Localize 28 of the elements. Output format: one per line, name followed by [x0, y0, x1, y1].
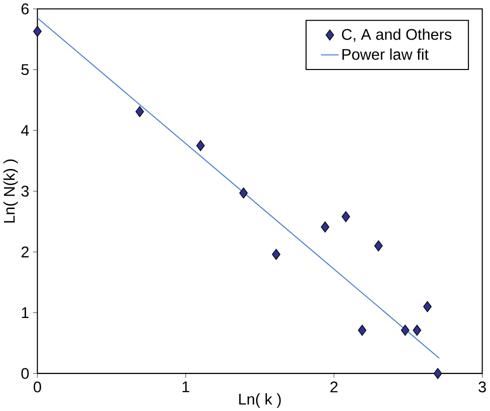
y-tick-label: 0	[21, 368, 29, 379]
x-tick-label: 3	[478, 381, 486, 392]
y-tick-label: 2	[22, 246, 29, 258]
x-tick-label: 2	[330, 381, 338, 392]
legend-label: C, A and Others	[342, 28, 452, 42]
y-tick-label: 1	[22, 307, 29, 318]
point	[272, 248, 280, 260]
point	[434, 368, 442, 379]
y-tick-label: 3	[21, 186, 29, 197]
y-tick-label: 4	[21, 125, 29, 136]
x-axis-title: Ln( k )	[239, 393, 281, 408]
x-tick-label: 0	[34, 381, 42, 392]
point	[358, 324, 366, 336]
point	[320, 221, 330, 232]
point	[136, 106, 144, 118]
y-axis-title: Ln( N(k) )	[3, 159, 18, 222]
point	[342, 211, 350, 222]
y-tick-label: 5	[21, 64, 29, 75]
x-tick-label: 1	[182, 381, 190, 392]
point	[33, 26, 42, 37]
point	[239, 187, 248, 198]
point	[400, 324, 410, 336]
point	[423, 301, 432, 312]
point	[374, 240, 383, 252]
y-tick-label: 6	[22, 3, 29, 14]
legend-label: Power law fit	[342, 48, 429, 60]
point	[412, 324, 422, 336]
point	[196, 140, 205, 152]
